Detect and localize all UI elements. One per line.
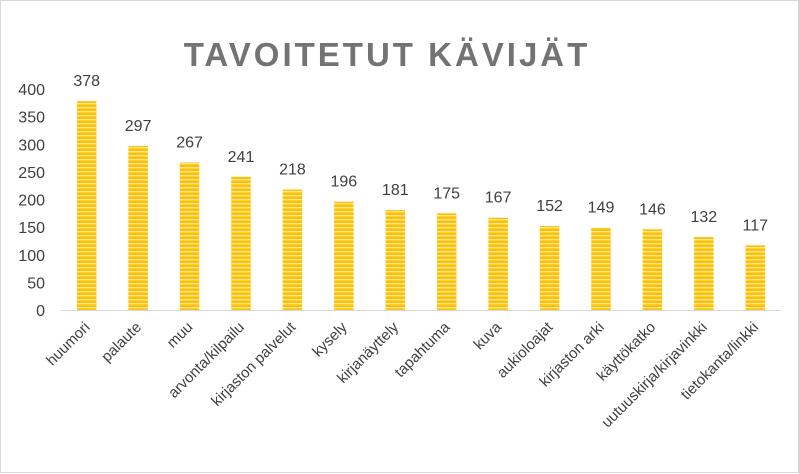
y-tick-label: 400 — [18, 82, 45, 99]
y-tick-label: 350 — [18, 110, 45, 127]
data-label: 218 — [279, 162, 306, 179]
bar — [745, 245, 766, 310]
bar — [231, 176, 251, 310]
bar — [488, 217, 508, 310]
data-label: 167 — [485, 190, 512, 207]
data-label: 146 — [639, 201, 666, 218]
x-tick-label: kuva — [471, 318, 506, 353]
bar — [76, 101, 97, 310]
data-label: 196 — [331, 174, 358, 191]
x-tick-label: kysely — [309, 318, 351, 360]
bar — [128, 145, 148, 310]
data-label: 175 — [433, 185, 460, 202]
data-label: 149 — [588, 200, 615, 217]
x-tick-label: tapahtuma — [391, 318, 454, 381]
bar — [385, 209, 406, 310]
bar — [539, 226, 560, 310]
bar — [436, 213, 457, 310]
bar — [179, 162, 200, 310]
y-axis: 0 50 100 150 200 250 300 350 400 — [18, 82, 45, 320]
bar — [334, 201, 354, 310]
bar — [282, 189, 303, 310]
y-tick-label: 0 — [36, 303, 45, 320]
x-tick-label: huumori — [43, 319, 93, 369]
y-tick-label: 100 — [18, 248, 45, 265]
y-tick-label: 250 — [18, 165, 45, 182]
x-tick-label: palaute — [98, 319, 145, 366]
x-axis: huumori palaute muuarvonta/kilpailukirjast… — [43, 310, 781, 431]
data-label: 132 — [691, 209, 718, 226]
chart-title: TAVOITETUT KÄVIJÄT — [184, 36, 591, 73]
bar — [591, 227, 611, 310]
data-label: 152 — [536, 198, 563, 215]
bar — [694, 237, 714, 310]
data-label: 181 — [382, 182, 409, 199]
y-tick-label: 50 — [27, 275, 45, 292]
bar — [642, 229, 663, 310]
bar-series — [76, 101, 766, 310]
x-tick-label: muu — [164, 319, 197, 352]
data-label: 267 — [176, 134, 203, 151]
data-label: 117 — [743, 217, 769, 234]
y-tick-label: 150 — [18, 220, 45, 237]
data-label: 241 — [228, 149, 255, 166]
y-tick-label: 300 — [18, 137, 45, 154]
data-label: 378 — [73, 73, 100, 90]
data-label: 297 — [125, 118, 152, 135]
y-tick-label: 200 — [18, 193, 45, 210]
data-labels: 378 297 267 241 218 196 181 175 167 152 149 146 132 1… — [73, 73, 768, 234]
